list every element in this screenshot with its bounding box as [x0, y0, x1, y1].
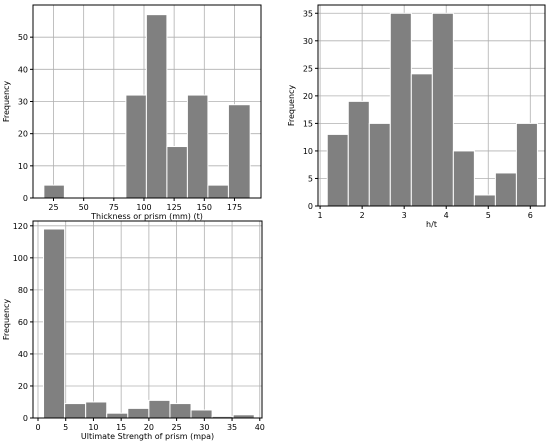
- y-tick-label: 40: [18, 350, 28, 359]
- y-tick-label: 20: [303, 92, 313, 101]
- x-tick-label: 125: [167, 203, 182, 212]
- y-tick-label: 15: [303, 119, 313, 128]
- histogram-bar: [452, 150, 475, 207]
- y-axis-label: Frequency: [287, 85, 296, 127]
- x-tick-label: 30: [199, 423, 209, 432]
- y-tick-label: 20: [18, 130, 28, 139]
- x-tick-label: 100: [136, 203, 151, 212]
- y-tick-label: 0: [308, 202, 313, 211]
- x-tick-label: 35: [227, 423, 237, 432]
- histogram-bar: [43, 184, 65, 199]
- histogram-bar: [85, 401, 108, 419]
- histogram-bar: [43, 228, 66, 419]
- x-axis-label: h/t: [426, 220, 437, 229]
- x-tick-label: 1: [318, 211, 323, 220]
- histogram-bar: [368, 122, 391, 207]
- x-tick-label: 75: [109, 203, 119, 212]
- histogram-bar: [148, 399, 171, 419]
- histogram-bar: [515, 122, 538, 207]
- height-to-thickness-histogram: 1 2 3 4 5 6 0 5 10 15 20 25 30 35 h/t Frequency: [287, 4, 546, 229]
- x-tick-label: 175: [227, 203, 242, 212]
- histogram-bar: [106, 412, 129, 419]
- y-tick-label: 25: [303, 64, 313, 73]
- y-tick-label: 100: [13, 254, 28, 263]
- x-tick-label: 150: [197, 203, 212, 212]
- x-tick-label: 4: [444, 211, 449, 220]
- x-tick-label: 5: [63, 423, 68, 432]
- x-tick-label: 40: [255, 423, 265, 432]
- y-tick-label: 60: [18, 318, 28, 327]
- histogram-bar: [64, 403, 87, 419]
- x-axis-label: Ultimate Strength of prism (mpa): [81, 432, 214, 441]
- y-tick-label: 30: [303, 37, 313, 46]
- y-axis-label: Frequency: [2, 299, 11, 341]
- y-axis-label: Frequency: [2, 81, 11, 123]
- histogram-bar: [145, 14, 168, 199]
- x-tick-label: 15: [116, 423, 126, 432]
- y-tick-label: 120: [13, 222, 28, 231]
- y-tick-label: 50: [18, 33, 28, 42]
- x-tick-label: 2: [360, 211, 365, 220]
- y-tick-label: 10: [18, 162, 28, 171]
- histogram-bar: [389, 12, 412, 207]
- histogram-bar: [125, 94, 147, 199]
- y-tick-label: 30: [18, 98, 28, 107]
- histogram-bar: [190, 409, 213, 419]
- y-tick-label: 35: [303, 9, 313, 18]
- histogram-bar: [347, 100, 370, 207]
- histogram-bar: [410, 73, 433, 207]
- ultimate-strength-histogram: 0 5 10 15 20 25 30 35 40 0 20 40 60 80 100 120 Ultimate …: [2, 220, 265, 441]
- histogram-bar: [127, 407, 150, 419]
- histogram-bar: [473, 194, 496, 207]
- histogram-bar: [169, 403, 192, 419]
- x-tick-label: 0: [35, 423, 40, 432]
- x-tick-label: 10: [88, 423, 98, 432]
- histogram-bar: [166, 146, 188, 199]
- y-tick-label: 5: [308, 174, 313, 183]
- y-tick-label: 0: [23, 414, 28, 423]
- x-tick-label: 50: [79, 203, 89, 212]
- histogram-bar: [494, 172, 517, 207]
- plot-frame: [32, 220, 263, 419]
- x-tick-label: 25: [172, 423, 182, 432]
- y-tick-label: 0: [23, 194, 28, 203]
- y-tick-label: 80: [18, 286, 28, 295]
- x-tick-label: 6: [528, 211, 533, 220]
- y-tick-label: 20: [18, 382, 28, 391]
- x-tick-label: 3: [402, 211, 407, 220]
- x-tick-label: 25: [48, 203, 58, 212]
- histogram-bar: [227, 104, 251, 199]
- y-tick-label: 10: [303, 147, 313, 156]
- y-tick-label: 40: [18, 65, 28, 74]
- x-tick-label: 5: [486, 211, 491, 220]
- histogram-bar: [207, 184, 229, 199]
- histogram-bar: [431, 12, 454, 207]
- plot-frame: [317, 4, 546, 207]
- x-tick-label: 20: [144, 423, 154, 432]
- x-axis-label: Thickness or prism (mm) (t): [90, 212, 203, 221]
- histogram-bar: [326, 133, 349, 207]
- histogram-bar: [186, 94, 209, 199]
